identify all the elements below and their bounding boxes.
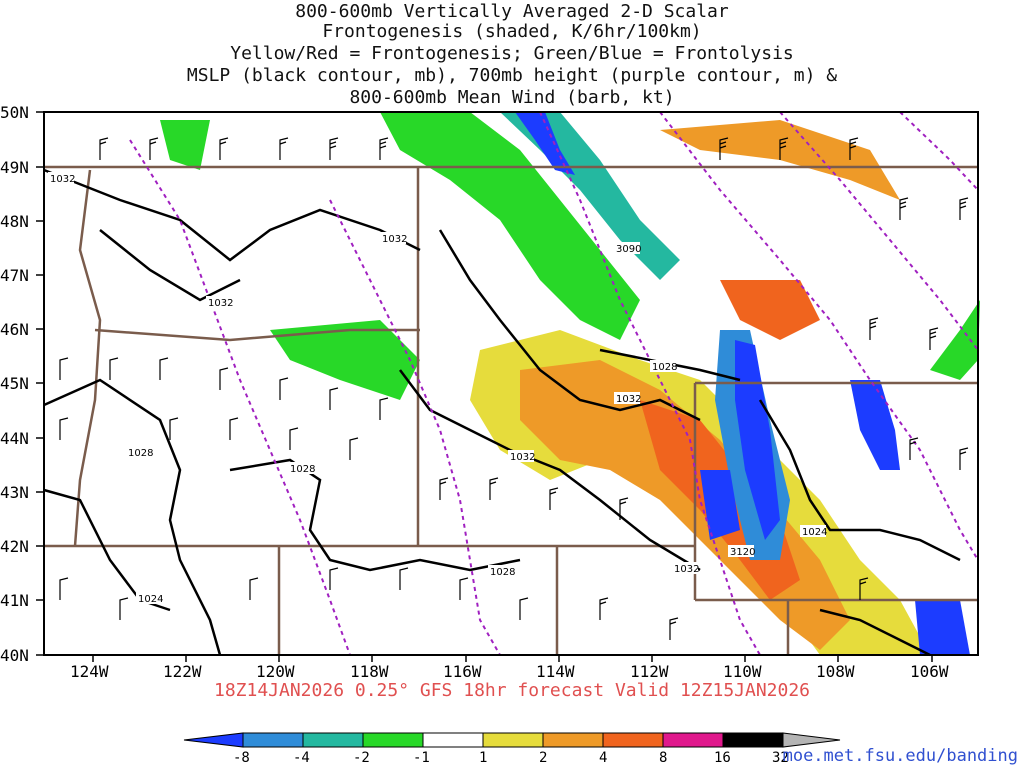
lat-label: 42N bbox=[0, 537, 29, 556]
lon-label: 114W bbox=[536, 662, 575, 681]
colorbar: -8 -4 -2 -1 1 2 4 8 16 32 bbox=[183, 732, 841, 766]
lon-label: 122W bbox=[163, 662, 202, 681]
lon-axis: 124W 122W 120W 118W 116W 114W 112W 110W … bbox=[70, 655, 949, 681]
height-contours bbox=[129, 111, 979, 656]
mslp-label: 1032 bbox=[208, 298, 233, 309]
lon-label: 110W bbox=[723, 662, 762, 681]
mslp-label: 1024 bbox=[138, 594, 163, 605]
colorbar-label: 4 bbox=[599, 750, 607, 766]
lon-label: 124W bbox=[70, 662, 109, 681]
lat-axis: 50N 49N 48N 47N 46N 45N 44N 43N 42N 41N … bbox=[0, 103, 44, 665]
mslp-label: 1032 bbox=[50, 174, 75, 185]
colorbar-label: 1 bbox=[479, 750, 487, 766]
lat-label: 50N bbox=[0, 103, 29, 122]
lon-label: 108W bbox=[816, 662, 855, 681]
colorbar-label: -8 bbox=[233, 750, 250, 766]
colorbar-label: -2 bbox=[353, 750, 370, 766]
lat-label: 47N bbox=[0, 266, 29, 285]
lat-label: 44N bbox=[0, 429, 29, 448]
mslp-label: 1028 bbox=[652, 362, 677, 373]
lat-label: 41N bbox=[0, 591, 29, 610]
credit-link[interactable]: moe.met.fsu.edu/banding bbox=[782, 746, 1018, 766]
mslp-label: 1024 bbox=[802, 527, 827, 538]
mslp-label: 1032 bbox=[674, 564, 699, 575]
title-line-3: Yellow/Red = Frontogenesis; Green/Blue =… bbox=[230, 43, 794, 64]
mslp-label: 1028 bbox=[490, 567, 515, 578]
valid-time-line: 18Z14JAN2026 0.25° GFS 18hr forecast Val… bbox=[213, 680, 811, 701]
mslp-label: 1032 bbox=[382, 234, 407, 245]
lat-label: 48N bbox=[0, 212, 29, 231]
title-line-5: 800-600mb Mean Wind (barb, kt) bbox=[349, 87, 675, 108]
lat-label: 40N bbox=[0, 646, 29, 665]
mslp-label: 1032 bbox=[616, 394, 641, 405]
lat-label: 46N bbox=[0, 320, 29, 339]
title-line-2: Frontogenesis (shaded, K/6hr/100km) bbox=[322, 21, 702, 42]
state-borders bbox=[44, 165, 978, 655]
colorbar-label: -1 bbox=[413, 750, 430, 766]
colorbar-label: -4 bbox=[293, 750, 310, 766]
lat-label: 45N bbox=[0, 374, 29, 393]
title-line-1: 800-600mb Vertically Averaged 2-D Scalar bbox=[295, 1, 729, 22]
colorbar-label: 8 bbox=[659, 750, 667, 766]
lon-label: 112W bbox=[630, 662, 669, 681]
mslp-label: 1028 bbox=[290, 464, 315, 475]
colorbar-label: 32 bbox=[772, 750, 789, 766]
lon-label: 106W bbox=[910, 662, 949, 681]
mslp-label: 1032 bbox=[510, 452, 535, 463]
height-label: 3120 bbox=[730, 547, 755, 558]
wind-barbs bbox=[59, 137, 969, 640]
contour-labels: 1032 1032 1032 1028 1028 1032 1028 1024 … bbox=[48, 172, 827, 605]
colorbar-label: 16 bbox=[714, 750, 731, 766]
lat-label: 49N bbox=[0, 158, 29, 177]
lon-label: 118W bbox=[350, 662, 389, 681]
lat-label: 43N bbox=[0, 483, 29, 502]
mslp-label: 1028 bbox=[128, 448, 153, 459]
lon-label: 120W bbox=[256, 662, 295, 681]
colorbar-label: 2 bbox=[539, 750, 547, 766]
height-label: 3090 bbox=[616, 244, 641, 255]
lon-label: 116W bbox=[443, 662, 482, 681]
title-line-4: MSLP (black contour, mb), 700mb height (… bbox=[186, 65, 838, 86]
